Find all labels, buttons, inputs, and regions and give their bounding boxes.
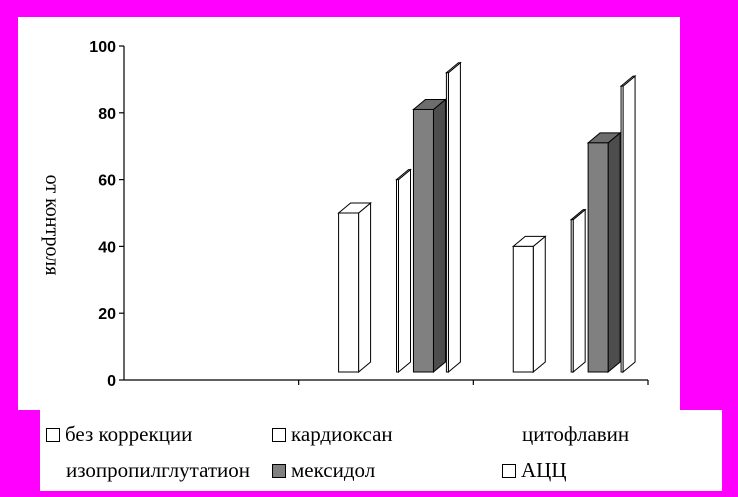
bar-side: [447, 61, 461, 374]
legend-swatch: [272, 463, 286, 478]
bar: [587, 142, 609, 373]
bar-side: [432, 98, 446, 374]
bar-side: [397, 168, 411, 374]
bar: [570, 219, 574, 373]
legend-item: АЦЦ: [502, 458, 567, 483]
y-tick-label: 60: [98, 173, 116, 190]
legend-item: без коррекции: [46, 422, 192, 447]
bar: [620, 85, 624, 373]
legend-label: АЦЦ: [521, 458, 567, 482]
legend-label: цитофлавин: [522, 422, 630, 446]
legend-item: цитофлавин: [522, 422, 629, 447]
legend-swatch: [272, 427, 286, 442]
legend-label: изопропилглутатион: [66, 458, 250, 482]
bar-side: [607, 131, 621, 374]
bar: [338, 212, 360, 373]
legend-panel: [40, 410, 722, 491]
legend-item: изопропилглутатион: [66, 458, 250, 483]
y-tick-label: 0: [107, 373, 116, 390]
y-axis-label: от контроля: [41, 175, 63, 276]
bar: [512, 245, 534, 373]
bar-side: [358, 201, 372, 374]
bar: [412, 108, 434, 373]
bar: [445, 72, 449, 373]
legend-swatch: [502, 463, 516, 478]
bar-side: [532, 235, 546, 374]
y-tick-label: 20: [98, 306, 116, 323]
y-tick-label: 80: [98, 106, 116, 123]
y-tick-label: 100: [89, 39, 116, 56]
legend-item: кардиоксан: [272, 422, 393, 447]
legend-label: мексидол: [291, 458, 376, 482]
y-tick-label: 40: [98, 239, 116, 256]
legend-label: кардиоксан: [291, 422, 393, 446]
legend-label: без коррекции: [65, 422, 193, 446]
bar-side: [622, 75, 636, 374]
legend-item: мексидол: [272, 458, 375, 483]
legend-swatch: [46, 427, 60, 442]
bar-side: [572, 208, 586, 374]
bar: [395, 179, 399, 373]
